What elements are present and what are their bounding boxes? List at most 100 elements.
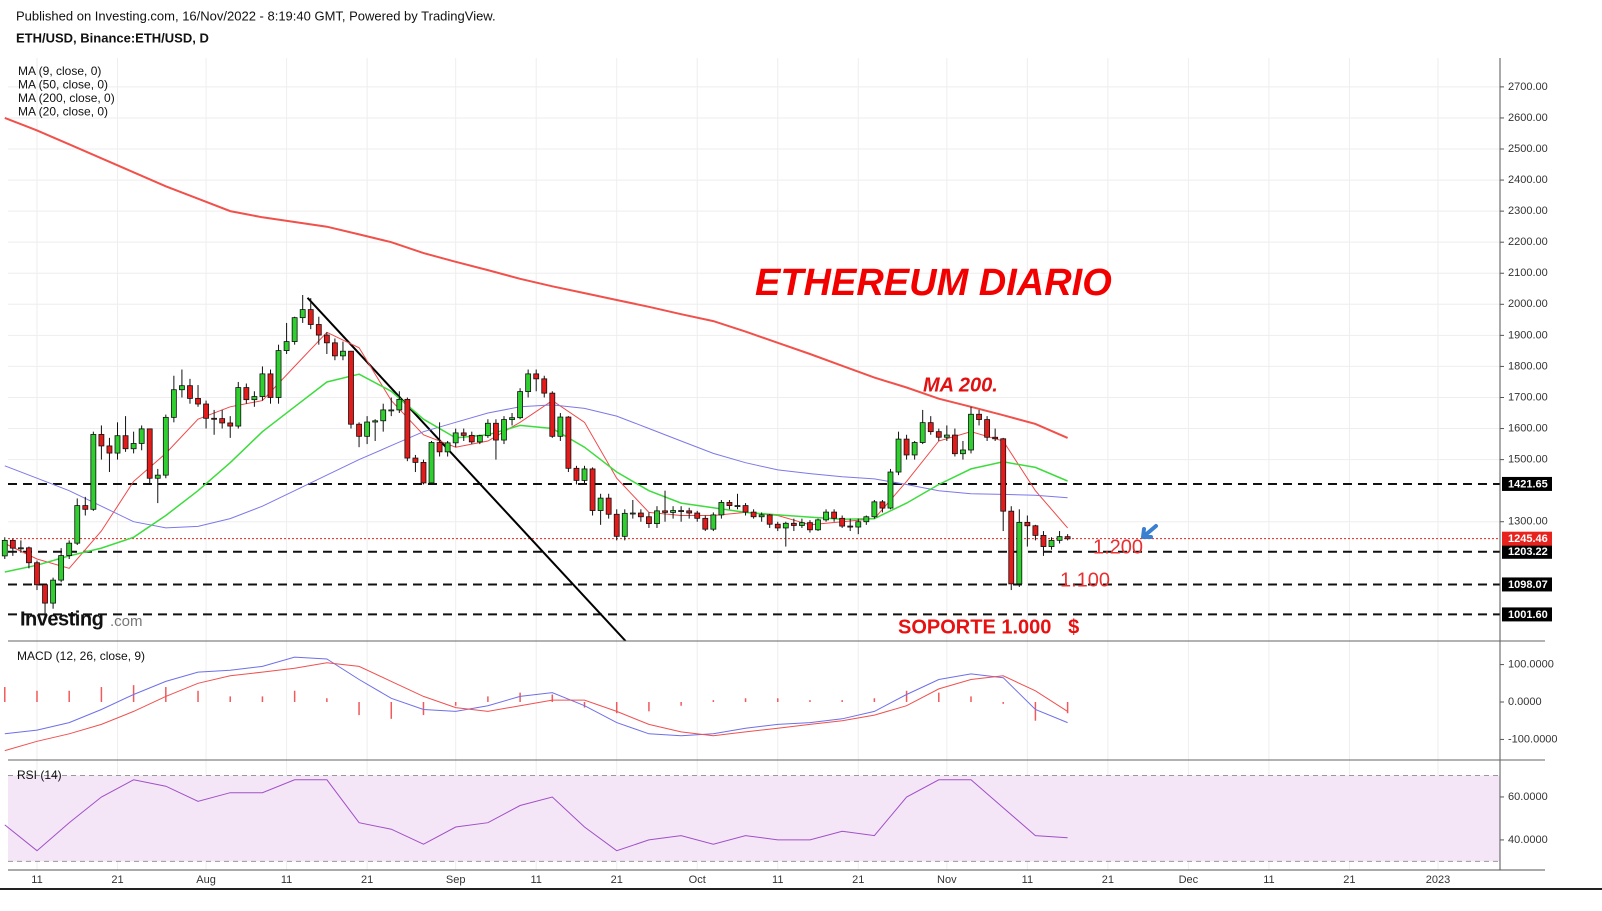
x-tick-label: 2023 (1426, 874, 1450, 886)
candle-body (621, 512, 628, 537)
histogram-bar (326, 698, 328, 702)
candle-body (476, 435, 483, 443)
histogram-bar (390, 701, 393, 719)
candle-body (750, 511, 757, 518)
candle-body (114, 435, 121, 454)
candle-body (1016, 521, 1023, 585)
histogram-bar (197, 690, 199, 702)
candle-body (573, 467, 580, 481)
candle-body (758, 514, 765, 518)
y-tick-label: -100.0000 (1508, 733, 1558, 745)
candle-body (533, 373, 540, 380)
candle-body (525, 373, 532, 392)
last-price-label: 1245.46 (1508, 533, 1548, 545)
candle-body (356, 423, 362, 437)
candle-body (170, 389, 177, 418)
candle-body (436, 442, 443, 453)
candle-body (203, 403, 209, 419)
candle-body (718, 502, 725, 516)
annotation-level: 1.100 (1060, 569, 1110, 591)
candle-body (581, 468, 588, 481)
candle-body (372, 420, 379, 423)
candle-body (654, 510, 660, 524)
y-tick-label: 1500.00 (1508, 454, 1548, 466)
candle-body (26, 547, 32, 564)
x-tick-label: Oct (689, 874, 706, 886)
candle-body (799, 522, 805, 526)
histogram-bar (551, 694, 554, 702)
histogram-bar (454, 701, 457, 706)
candle-body (17, 547, 24, 550)
candle-body (187, 385, 193, 399)
plot-layer (1, 58, 1500, 870)
candle-body (855, 521, 862, 528)
candle-body (589, 468, 596, 511)
y-tick-label: 2500.00 (1508, 143, 1548, 155)
x-tick-label: 11 (31, 874, 42, 886)
candle-body (734, 505, 741, 507)
candle-body (678, 510, 685, 512)
candle-body (871, 501, 878, 518)
candle-body (130, 443, 137, 450)
pane-title: RSI (14) (17, 768, 62, 782)
candle-body (452, 432, 459, 444)
level-label: 1203.22 (1508, 546, 1548, 558)
candle-body (879, 501, 886, 509)
histogram-bar (583, 701, 586, 708)
candle-body (34, 562, 40, 586)
candle-body (565, 416, 572, 469)
candle-body (58, 555, 65, 581)
histogram-bar (1002, 701, 1004, 704)
histogram-bar (777, 698, 779, 702)
candle-body (1040, 534, 1047, 547)
candle-body (517, 391, 523, 419)
candle-body (251, 396, 258, 401)
histogram-bar (519, 692, 521, 702)
histogram-bar (744, 698, 747, 702)
x-tick-label: Nov (937, 874, 957, 886)
candle-body (428, 442, 435, 484)
y-tick-label: 1700.00 (1508, 391, 1548, 403)
candle-body (493, 422, 499, 441)
histogram-bar (615, 701, 618, 714)
candle-body (710, 514, 717, 530)
last-price-box (1502, 531, 1552, 546)
candle-body (815, 519, 821, 531)
histogram-bar (132, 685, 135, 702)
candle-body (122, 435, 129, 450)
candle-body (903, 438, 910, 456)
y-tick-label: 2700.00 (1508, 81, 1548, 93)
candle-body (863, 516, 870, 523)
histogram-bar (229, 696, 231, 702)
candle-body (790, 522, 797, 526)
histogram-bar (712, 700, 715, 702)
candle-body (1048, 539, 1055, 547)
candle-body (839, 517, 846, 527)
histogram-bar (1034, 701, 1037, 721)
x-tick-label: 11 (1263, 874, 1274, 886)
candle-body (211, 417, 218, 420)
candle-body (444, 442, 451, 453)
candle-body (98, 434, 105, 447)
histogram-bar (970, 696, 972, 702)
x-tick-label: 21 (852, 874, 864, 886)
candle-body (847, 525, 854, 528)
candle-body (380, 409, 387, 422)
band (8, 775, 1500, 862)
logo: Investing (20, 608, 103, 630)
candle-body (960, 449, 966, 455)
histogram-bar (422, 701, 425, 716)
candle-body (484, 422, 491, 437)
series-line (4, 373, 1068, 573)
histogram-bar (873, 698, 876, 702)
candle-body (549, 392, 556, 437)
histogram-bar (165, 687, 167, 702)
candle-body (823, 511, 829, 521)
y-tick-label: 2000.00 (1508, 298, 1548, 310)
y-tick-label: 1300.00 (1508, 516, 1548, 528)
candle-body (670, 510, 676, 513)
y-tick-label: 2300.00 (1508, 205, 1548, 217)
x-tick-label: Dec (1179, 874, 1199, 886)
candle-body (259, 373, 266, 397)
